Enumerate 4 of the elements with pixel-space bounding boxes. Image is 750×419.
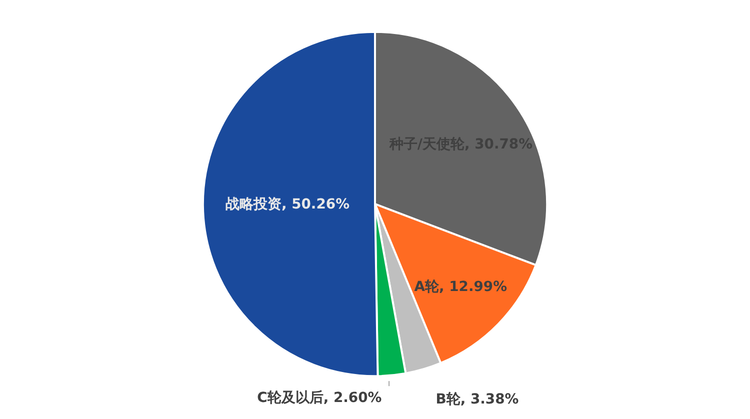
- slice-label: C轮及以后, 2.60%: [257, 389, 382, 406]
- slice-label: A轮, 12.99%: [414, 279, 508, 296]
- slice-label: 战略投资, 50.26%: [225, 196, 350, 213]
- slice-label: B轮, 3.38%: [436, 392, 519, 408]
